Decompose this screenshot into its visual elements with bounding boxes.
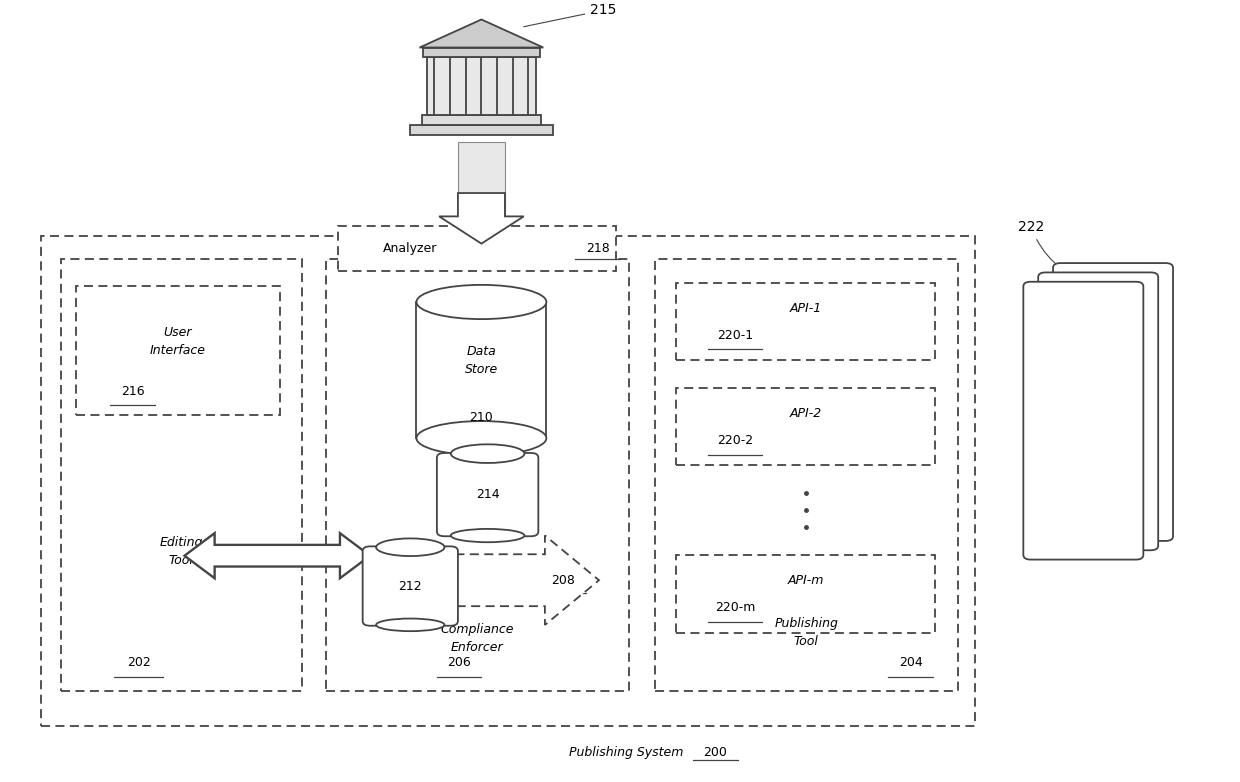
FancyBboxPatch shape bbox=[1053, 263, 1173, 541]
FancyBboxPatch shape bbox=[362, 547, 458, 626]
Ellipse shape bbox=[417, 285, 547, 319]
FancyBboxPatch shape bbox=[326, 259, 629, 691]
Text: 214: 214 bbox=[476, 488, 500, 501]
Polygon shape bbox=[419, 20, 543, 48]
Text: 215: 215 bbox=[523, 3, 616, 27]
Text: 212: 212 bbox=[398, 579, 422, 593]
Text: API-m: API-m bbox=[787, 574, 823, 587]
FancyBboxPatch shape bbox=[1023, 282, 1143, 560]
Text: Publishing
Tool: Publishing Tool bbox=[774, 617, 838, 648]
Bar bbox=[458, 142, 505, 224]
Text: User
Interface: User Interface bbox=[150, 326, 206, 357]
Ellipse shape bbox=[451, 529, 525, 542]
FancyBboxPatch shape bbox=[676, 282, 935, 361]
Text: 200: 200 bbox=[703, 745, 728, 759]
FancyBboxPatch shape bbox=[61, 259, 303, 691]
Polygon shape bbox=[439, 193, 523, 244]
Text: Data
Store: Data Store bbox=[465, 345, 498, 376]
Polygon shape bbox=[185, 533, 370, 578]
Text: 222: 222 bbox=[1018, 221, 1060, 267]
FancyBboxPatch shape bbox=[436, 453, 538, 536]
Text: 218: 218 bbox=[585, 242, 610, 255]
Text: 220-2: 220-2 bbox=[717, 434, 753, 447]
Ellipse shape bbox=[417, 421, 547, 455]
Bar bbox=[423, 48, 539, 57]
Text: Analyzer: Analyzer bbox=[382, 242, 436, 255]
Bar bbox=[422, 115, 541, 124]
Ellipse shape bbox=[451, 444, 525, 463]
Bar bbox=[427, 57, 536, 115]
Text: 208: 208 bbox=[552, 574, 575, 586]
FancyBboxPatch shape bbox=[41, 236, 975, 726]
Bar bbox=[409, 124, 553, 135]
Polygon shape bbox=[456, 536, 599, 625]
Text: Compliance
Enforcer: Compliance Enforcer bbox=[440, 622, 513, 654]
FancyBboxPatch shape bbox=[76, 286, 280, 414]
Text: API-2: API-2 bbox=[790, 407, 822, 420]
Text: 210: 210 bbox=[470, 411, 494, 424]
Text: Publishing System: Publishing System bbox=[569, 745, 683, 759]
FancyBboxPatch shape bbox=[676, 388, 935, 465]
Text: Editing
Tool: Editing Tool bbox=[160, 536, 203, 566]
FancyBboxPatch shape bbox=[655, 259, 957, 691]
Ellipse shape bbox=[376, 619, 444, 631]
Bar bbox=[417, 302, 547, 438]
Text: 220-1: 220-1 bbox=[717, 328, 753, 342]
Ellipse shape bbox=[376, 539, 444, 556]
FancyBboxPatch shape bbox=[339, 226, 616, 271]
Text: 216: 216 bbox=[120, 385, 144, 398]
FancyBboxPatch shape bbox=[1038, 272, 1158, 551]
Text: 220-m: 220-m bbox=[715, 601, 755, 614]
Text: 204: 204 bbox=[899, 656, 923, 669]
Text: 206: 206 bbox=[448, 656, 471, 669]
Text: API-1: API-1 bbox=[790, 302, 822, 314]
Text: 202: 202 bbox=[126, 656, 150, 669]
FancyBboxPatch shape bbox=[676, 555, 935, 633]
